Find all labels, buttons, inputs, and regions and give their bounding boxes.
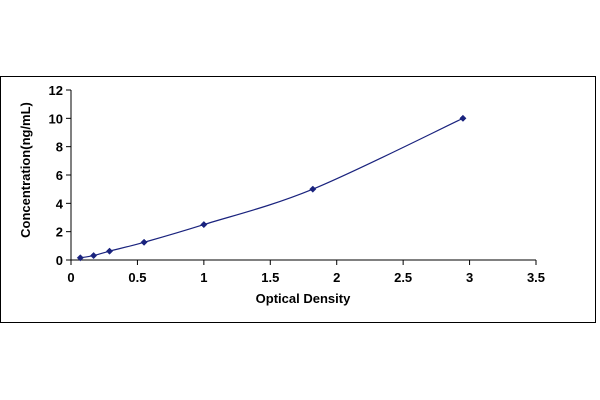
- x-tick-label: 3: [466, 270, 473, 285]
- x-tick-label: 0: [67, 270, 74, 285]
- x-tick-label: 0.5: [128, 270, 146, 285]
- plot-layer: 0 2 4 6 8 10 12 0 0.5 1 1.5 2 2.5 3 3.5: [49, 83, 546, 285]
- y-tick-label: 10: [49, 111, 63, 126]
- data-point: [140, 238, 148, 246]
- x-tick-label: 2.5: [394, 270, 412, 285]
- x-tick-label: 2: [333, 270, 340, 285]
- x-tick-label: 1.5: [261, 270, 279, 285]
- y-tick-label: 8: [56, 140, 63, 155]
- chart-svg: Concentration(ng/mL) Optical Density 0 2 4…: [18, 83, 546, 306]
- x-tick-label: 3.5: [527, 270, 545, 285]
- y-tick-label: 4: [56, 196, 64, 211]
- data-point: [309, 185, 317, 193]
- data-point: [90, 252, 98, 260]
- chart-frame: Concentration(ng/mL) Optical Density 0 2 4…: [0, 76, 596, 323]
- data-point: [200, 221, 208, 229]
- x-axis-title: Optical Density: [256, 291, 351, 306]
- y-tick-label: 12: [49, 83, 63, 98]
- fit-curve: [80, 117, 464, 259]
- data-point: [459, 114, 467, 122]
- y-tick-label: 2: [56, 225, 63, 240]
- data-point: [105, 247, 114, 255]
- y-tick-label: 0: [56, 253, 63, 268]
- data-point: [76, 254, 84, 262]
- y-tick-label: 6: [56, 168, 63, 183]
- y-axis-title: Concentration(ng/mL): [18, 102, 33, 238]
- x-tick-label: 1: [200, 270, 207, 285]
